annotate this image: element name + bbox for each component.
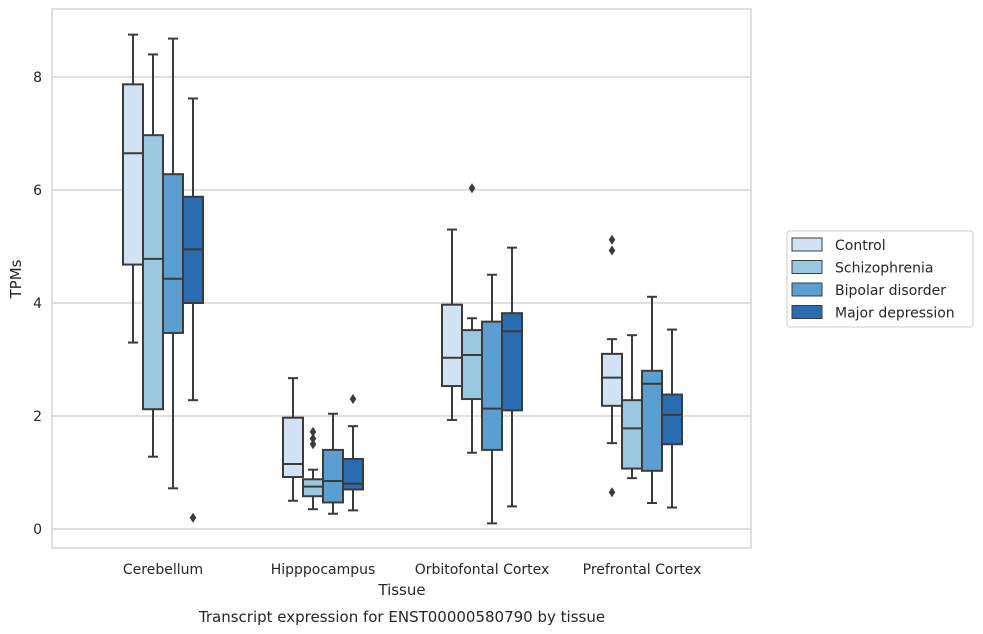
- outlier-point: [608, 234, 616, 245]
- box-major-depression-1: [342, 394, 364, 512]
- box-bipolar-disorder-1: [322, 412, 344, 515]
- box-iqr: [302, 478, 324, 498]
- outlier-point: [608, 487, 616, 498]
- y-tick-label: 6: [33, 183, 42, 199]
- box-iqr: [162, 173, 184, 334]
- legend-label: Bipolar disorder: [835, 283, 946, 299]
- box-iqr: [122, 83, 144, 266]
- outlier-point: [309, 433, 317, 444]
- x-tick-label: Orbitofontal Cortex: [415, 562, 550, 578]
- legend-label: Control: [835, 238, 886, 254]
- box-iqr: [461, 329, 483, 401]
- legend-label: Major depression: [835, 306, 955, 322]
- box-iqr: [282, 416, 304, 479]
- legend-swatch: [791, 305, 823, 319]
- y-axis-label: TPMs: [7, 259, 25, 299]
- outlier-point: [608, 245, 616, 256]
- box-major-depression-3: [661, 328, 683, 509]
- plot-area-frame: [51, 8, 752, 549]
- box-bipolar-disorder-0: [162, 37, 184, 490]
- box-major-depression-0: [182, 97, 204, 523]
- legend-swatch: [791, 260, 823, 274]
- legend-label: Schizophrenia: [835, 261, 933, 277]
- box-control-3: [601, 234, 623, 498]
- box-bipolar-disorder-2: [481, 273, 503, 525]
- x-tick-label: Cerebellum: [123, 562, 203, 578]
- box-control-0: [122, 33, 144, 344]
- y-tick-label: 8: [33, 70, 42, 86]
- box-series-group: [122, 33, 683, 525]
- box-major-depression-2: [501, 246, 523, 508]
- box-schizophrenia-1: [302, 426, 324, 511]
- legend-frame: [786, 230, 974, 328]
- x-axis-label: Tissue: [377, 581, 425, 599]
- box-iqr: [481, 320, 503, 451]
- outlier-point: [189, 512, 197, 523]
- y-tick-label: 0: [33, 522, 42, 538]
- box-iqr: [621, 399, 643, 470]
- x-tick-labels: Cerebellum Hipppocampus Orbitofontal Corte…: [123, 562, 701, 578]
- box-iqr: [501, 312, 523, 412]
- box-iqr: [322, 448, 344, 504]
- legend-swatch: [791, 237, 823, 252]
- x-tick-label: Hipppocampus: [271, 562, 376, 578]
- box-iqr: [601, 352, 623, 407]
- x-tick-label: Prefrontal Cortex: [583, 562, 702, 578]
- y-tick-label: 4: [33, 296, 42, 312]
- outlier-point: [309, 439, 317, 450]
- outlier-point: [309, 426, 317, 437]
- chart-caption: Transcript expression for ENST0000058079…: [198, 608, 605, 626]
- box-iqr: [342, 457, 364, 491]
- box-iqr: [661, 393, 683, 446]
- y-tick-labels: 0 2 4 6 8: [33, 70, 42, 538]
- outlier-point: [349, 394, 357, 405]
- box-bipolar-disorder-3: [641, 295, 663, 505]
- legend-swatch: [791, 282, 823, 297]
- box-schizophrenia-0: [142, 53, 164, 458]
- legend: Control Schizophrenia Bipolar disorder Majo…: [786, 230, 974, 328]
- outlier-point: [468, 183, 476, 194]
- box-iqr: [142, 134, 164, 411]
- box-control-1: [282, 377, 304, 502]
- box-iqr: [441, 303, 463, 388]
- box-iqr: [641, 369, 663, 472]
- y-tick-label: 2: [33, 409, 42, 425]
